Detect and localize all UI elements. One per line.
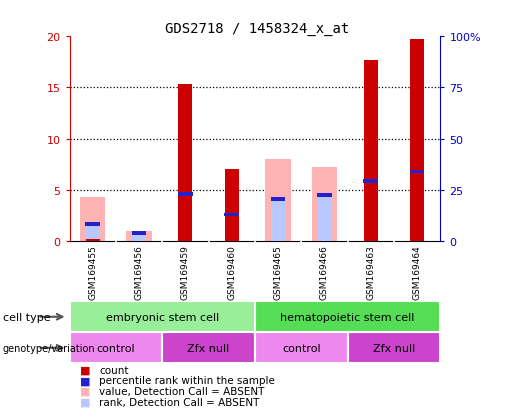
Bar (410, 40, 424, 242)
Text: GSM169460: GSM169460 (227, 244, 236, 299)
Text: ■: ■ (80, 386, 90, 396)
Text: hematopoietic stem cell: hematopoietic stem cell (281, 312, 415, 322)
Bar (255, 332, 348, 363)
Bar (271, 198, 285, 202)
Bar (85, 224, 100, 242)
Bar (225, 170, 239, 242)
Bar (126, 231, 152, 242)
Bar (265, 160, 291, 242)
Text: GSM169464: GSM169464 (413, 244, 422, 299)
Bar (178, 193, 193, 196)
Text: ■: ■ (80, 365, 90, 375)
Bar (317, 196, 332, 242)
Text: ■: ■ (80, 397, 90, 407)
Text: GSM169463: GSM169463 (366, 244, 375, 299)
Bar (178, 85, 193, 242)
Text: GSM169455: GSM169455 (88, 244, 97, 299)
Text: GSM169465: GSM169465 (273, 244, 283, 299)
Text: rank, Detection Call = ABSENT: rank, Detection Call = ABSENT (99, 397, 260, 407)
Bar (312, 168, 337, 242)
Text: cell type: cell type (3, 312, 50, 322)
Bar (348, 332, 440, 363)
Text: value, Detection Call = ABSENT: value, Detection Call = ABSENT (99, 386, 265, 396)
Text: Zfx null: Zfx null (187, 343, 230, 353)
Bar (162, 332, 255, 363)
Bar (85, 239, 100, 242)
Text: control: control (282, 343, 320, 353)
Bar (410, 170, 424, 174)
Bar (255, 301, 440, 332)
Text: GDS2718 / 1458324_x_at: GDS2718 / 1458324_x_at (165, 21, 350, 36)
Bar (80, 198, 106, 242)
Text: Zfx null: Zfx null (373, 343, 415, 353)
Text: GSM169459: GSM169459 (181, 244, 190, 299)
Text: GSM169466: GSM169466 (320, 244, 329, 299)
Text: percentile rank within the sample: percentile rank within the sample (99, 375, 276, 385)
Text: GSM169456: GSM169456 (134, 244, 144, 299)
Bar (132, 232, 146, 235)
Bar (271, 200, 285, 242)
Bar (317, 194, 332, 197)
Bar (132, 233, 146, 242)
Text: ■: ■ (80, 375, 90, 385)
Bar (225, 213, 239, 217)
Text: control: control (97, 343, 135, 353)
Text: genotype/variation: genotype/variation (3, 343, 95, 353)
Bar (70, 332, 162, 363)
Text: count: count (99, 365, 129, 375)
Bar (364, 180, 378, 183)
Bar (70, 301, 255, 332)
Bar (85, 223, 100, 226)
Text: embryonic stem cell: embryonic stem cell (106, 312, 219, 322)
Bar (364, 61, 378, 242)
